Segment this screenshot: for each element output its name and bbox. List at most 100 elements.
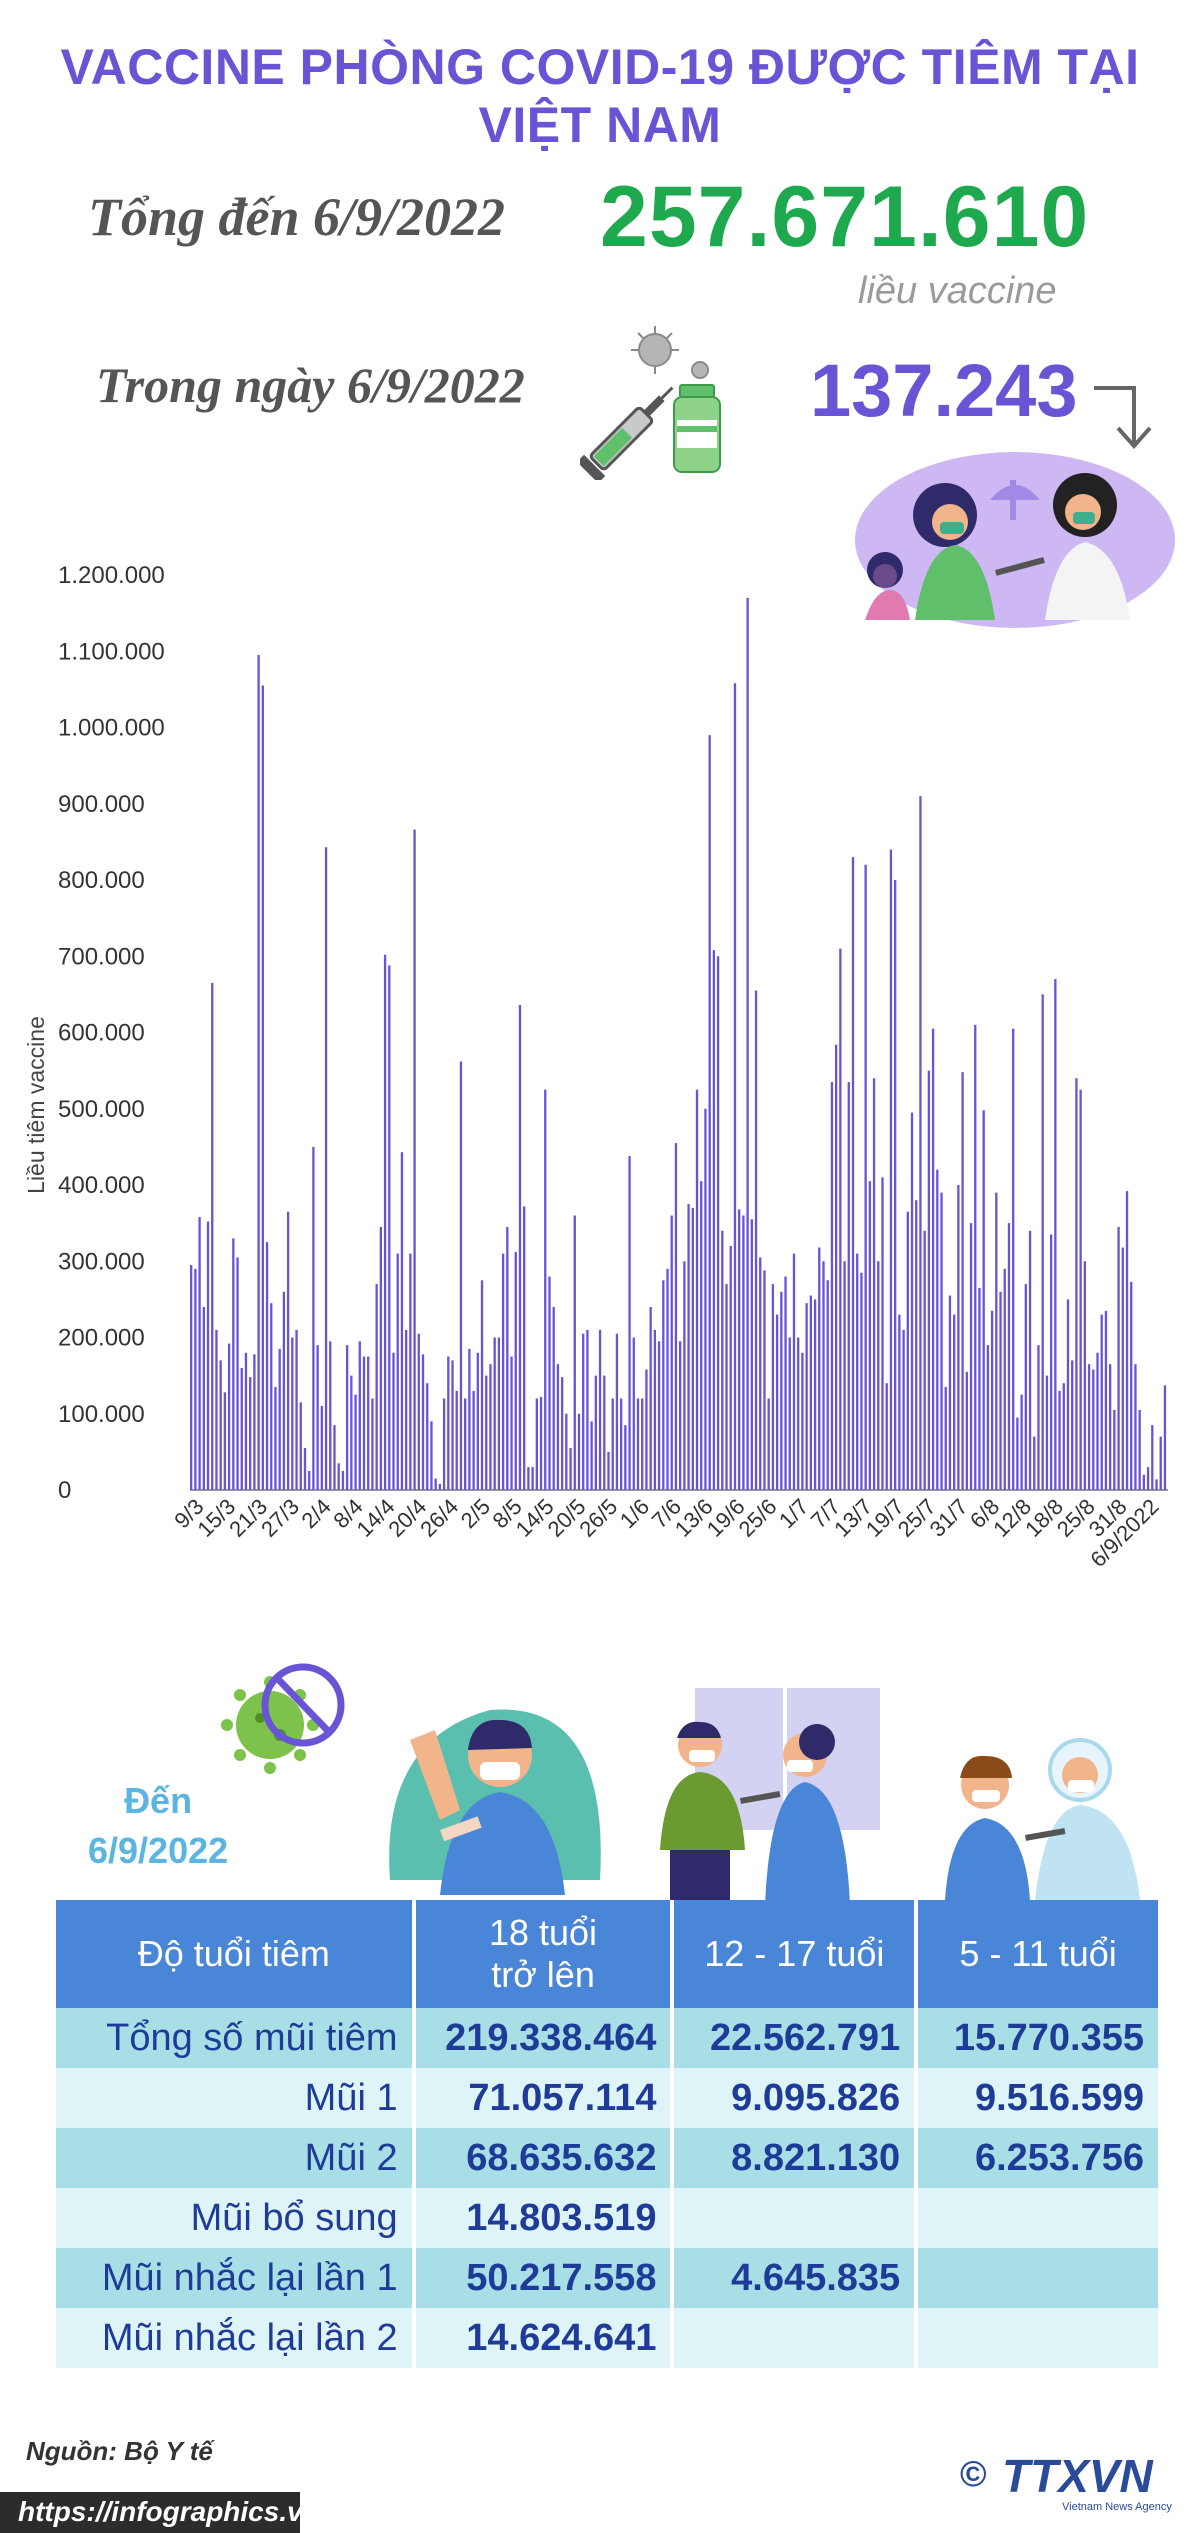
total-label: Tổng đến 6/9/2022 xyxy=(88,187,506,247)
chart-bar xyxy=(392,1352,395,1490)
cell-value xyxy=(670,2188,919,2248)
chart-bar xyxy=(240,1368,243,1490)
row-label: Tổng số mũi tiêm xyxy=(52,2008,416,2068)
chart-bar xyxy=(404,1329,408,1491)
y-tick-label: 700.000 xyxy=(58,943,145,970)
chart-bar xyxy=(308,1470,311,1490)
chart-bar xyxy=(754,990,758,1490)
chart-bar xyxy=(206,1221,210,1490)
chart-bar xyxy=(295,1329,298,1491)
chart-bar xyxy=(227,1343,231,1490)
chart-bar xyxy=(1092,1369,1095,1490)
x-tick-label: 26/4 xyxy=(415,1494,463,1542)
x-tick-label: 25/6 xyxy=(734,1494,782,1542)
infographics-link[interactable]: https://infographics.vn xyxy=(18,2496,320,2527)
chart-bar xyxy=(1066,1299,1070,1491)
ttxvn-logo: © TTXVN Vietnam News Agency xyxy=(960,2450,1172,2513)
chart-bar xyxy=(809,1295,812,1490)
chart-bar xyxy=(1033,1436,1036,1491)
chart-bar xyxy=(746,597,749,1491)
chart-bar xyxy=(590,1421,593,1491)
chart-bar xyxy=(839,948,842,1491)
chart-bar xyxy=(801,1352,804,1490)
chart-bar xyxy=(316,1345,319,1491)
chart-bar xyxy=(813,1299,817,1491)
chart-bar xyxy=(379,1226,383,1490)
chart-bar xyxy=(577,1413,581,1490)
chart-bar xyxy=(847,1082,850,1490)
chart-bar xyxy=(936,1169,939,1490)
logo-text: TTXVN xyxy=(1002,2450,1154,2502)
chart-bar xyxy=(232,1238,235,1491)
x-tick-label: 26/5 xyxy=(574,1494,622,1542)
chart-bar xyxy=(872,1078,876,1490)
chart-bar xyxy=(1012,1028,1015,1490)
page-title: VACCINE PHÒNG COVID-19 ĐƯỢC TIÊM TẠI VIỆ… xyxy=(60,39,1140,153)
chart-bar xyxy=(510,1356,513,1490)
chart-bar xyxy=(1049,1234,1053,1490)
chart-bar xyxy=(1125,1191,1129,1490)
chart-bar xyxy=(565,1413,568,1490)
chart-bar xyxy=(649,1307,652,1490)
chart-bar xyxy=(560,1377,564,1490)
chart-bar xyxy=(708,735,711,1491)
chart-bar xyxy=(974,1024,977,1490)
chart-bar xyxy=(451,1360,454,1491)
chart-bar xyxy=(923,1230,926,1490)
y-tick-label: 1.000.000 xyxy=(58,715,165,742)
y-tick-label: 800.000 xyxy=(58,867,145,894)
y-tick-label: 500.000 xyxy=(58,1096,145,1123)
total-value: 257.671.610 xyxy=(600,169,1090,265)
header-18-plus-line2: trở lên xyxy=(491,1954,595,1995)
chart-bar xyxy=(556,1364,560,1490)
chart-bar xyxy=(780,1291,783,1490)
chart-bar xyxy=(986,1345,990,1491)
chart-bar xyxy=(409,1253,412,1491)
chart-bar xyxy=(738,1209,741,1490)
chart-bar xyxy=(674,1143,678,1490)
chart-bar xyxy=(1024,1284,1027,1491)
chart-bar xyxy=(1016,1417,1019,1490)
chart-bar xyxy=(788,1337,791,1490)
header-5-11: 5 - 11 tuổi xyxy=(914,1900,1162,2008)
chart-bar xyxy=(324,847,328,1490)
chart-bar xyxy=(1146,1467,1150,1491)
chart-bar xyxy=(375,1284,378,1491)
chart-bar xyxy=(999,1291,1002,1490)
chart-bar xyxy=(447,1356,450,1490)
chart-bar xyxy=(666,1268,669,1491)
chart-bar xyxy=(995,1192,998,1491)
chart-bar xyxy=(771,1284,775,1491)
chart-bar xyxy=(244,1352,248,1490)
x-tick-label: 27/3 xyxy=(256,1494,304,1542)
cell-value: 68.635.632 xyxy=(411,2128,675,2188)
chart-bar xyxy=(687,1204,690,1490)
header-12-17: 12 - 17 tuổi xyxy=(670,1900,919,2008)
chart-bar xyxy=(868,1181,872,1490)
chart-bar xyxy=(818,1247,821,1490)
chart-bar xyxy=(472,1390,475,1491)
chart-bar xyxy=(961,1072,964,1490)
chart-bar xyxy=(957,1185,960,1490)
chart-bar xyxy=(413,829,416,1490)
arrow-down-icon xyxy=(1094,386,1152,450)
age-label-line1: Đến xyxy=(124,1780,193,1821)
chart-bar xyxy=(1041,994,1044,1490)
day-label: Trong ngày 6/9/2022 xyxy=(96,357,525,413)
chart-bar xyxy=(1117,1226,1120,1490)
chart-bar xyxy=(1054,979,1057,1490)
cell-value: 15.770.355 xyxy=(914,2008,1162,2068)
chart-bar xyxy=(624,1425,627,1490)
chart-bar xyxy=(345,1345,349,1491)
y-tick-label: 1.100.000 xyxy=(58,638,165,665)
chart-bar xyxy=(291,1337,294,1490)
chart-bar xyxy=(337,1463,340,1490)
chart-bar xyxy=(286,1211,290,1490)
chart-bar xyxy=(1062,1383,1065,1490)
daily-doses-bar-chart: Liều tiêm vaccine 0 100.000 200.000 300.000… xyxy=(23,562,1168,1572)
chart-bar xyxy=(426,1383,429,1490)
total-unit: liều vaccine xyxy=(858,270,1057,312)
chart-bar xyxy=(700,1181,703,1490)
chart-bar xyxy=(476,1352,479,1490)
chart-bar xyxy=(893,880,897,1490)
